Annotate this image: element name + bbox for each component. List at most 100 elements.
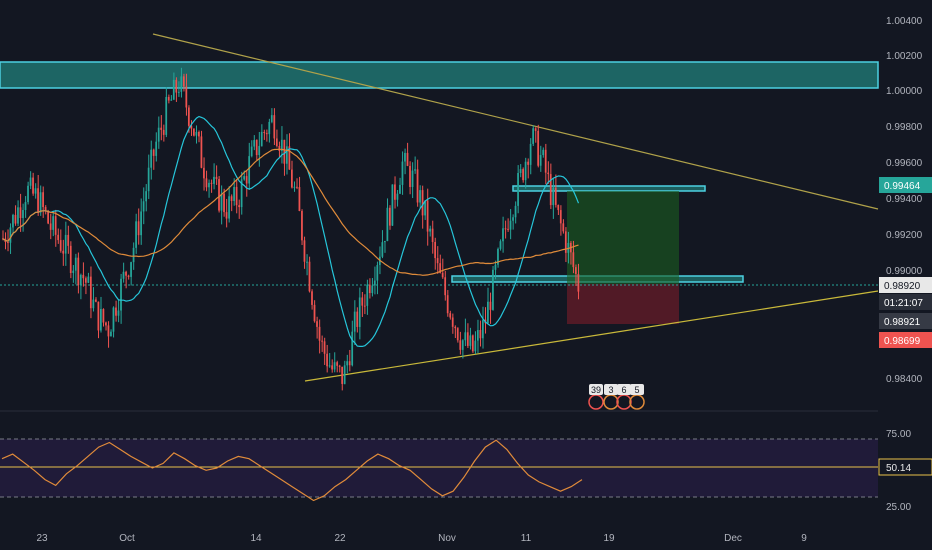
badge-box[interactable] <box>589 384 603 395</box>
candle-body <box>368 284 371 294</box>
price-tick-label: 0.99000 <box>886 266 923 277</box>
candle-body <box>44 207 47 212</box>
candle-body <box>210 182 213 184</box>
candle-body <box>411 170 414 188</box>
candle-body <box>363 305 366 307</box>
indicator-badges[interactable]: 39 3 6 5 <box>588 384 645 410</box>
upper-level[interactable] <box>512 185 706 192</box>
candle-body <box>268 121 271 135</box>
price-tick-label: 0.99200 <box>886 230 923 241</box>
candle-body <box>258 145 261 156</box>
candle-body <box>509 220 512 230</box>
candle-body <box>275 138 278 147</box>
candle-body <box>346 361 349 366</box>
candle-body <box>122 271 125 279</box>
candle-body <box>29 177 32 186</box>
candle-body <box>130 262 132 277</box>
candle-body <box>208 182 210 188</box>
candle-body <box>464 332 467 341</box>
lower-trendline[interactable] <box>304 290 879 382</box>
candle-body <box>404 152 406 162</box>
candle-body <box>444 277 447 296</box>
candle-body <box>27 185 29 203</box>
rsi-axis[interactable]: 75.00 25.00 50.14 <box>878 429 932 513</box>
candle-body <box>376 265 379 281</box>
ma-fast-line <box>2 115 580 347</box>
candle-body <box>165 96 168 135</box>
candle-body <box>39 192 42 213</box>
candle-body <box>97 301 100 331</box>
candle-body <box>572 252 575 268</box>
badge-box[interactable] <box>630 384 644 395</box>
time-tick-label: 19 <box>603 533 615 544</box>
candle-body <box>318 326 321 341</box>
candle-body <box>243 176 246 180</box>
candle-body <box>155 141 158 156</box>
badge-label: 3 <box>608 385 613 395</box>
price-tick-label: 0.99400 <box>886 194 923 205</box>
candle-body <box>37 188 39 213</box>
candle-body <box>100 309 102 331</box>
candle-body <box>487 301 489 324</box>
candle-body <box>72 270 75 273</box>
candle-body <box>497 248 499 265</box>
candle-body <box>233 186 235 201</box>
candle-body <box>92 299 95 309</box>
candle-body <box>64 234 67 254</box>
candle-body <box>291 169 293 188</box>
price-axis[interactable]: 1.00400 1.00200 1.00000 0.99800 0.99600 0.994… <box>886 16 923 385</box>
candle-body <box>489 301 492 310</box>
rsi-pane[interactable] <box>0 438 878 502</box>
badge-label: 6 <box>621 385 626 395</box>
candle-body <box>577 273 580 292</box>
candle-body <box>7 242 9 244</box>
candle-body <box>401 161 404 185</box>
rsi-current-tag <box>878 458 932 476</box>
candle-body <box>356 311 359 327</box>
candle-body <box>512 217 514 221</box>
candle-body <box>142 201 145 212</box>
candle-body <box>132 247 135 263</box>
candle-body <box>117 310 120 316</box>
resistance-zone[interactable] <box>0 61 879 89</box>
candle-body <box>406 152 409 166</box>
price-tag <box>879 294 932 310</box>
candle-body <box>436 258 439 264</box>
ma-slow-line <box>2 148 579 276</box>
candle-body <box>481 319 484 339</box>
candle-body <box>69 245 72 273</box>
stop-box[interactable] <box>567 284 679 324</box>
time-tick-label: Dec <box>724 533 742 544</box>
price-pane[interactable] <box>0 33 879 391</box>
candle-body <box>537 130 540 166</box>
target-box[interactable] <box>567 191 679 284</box>
rsi-tick-label: 25.00 <box>886 502 911 513</box>
candle-body <box>205 178 208 188</box>
candle-body <box>328 365 331 367</box>
candle-body <box>471 335 474 352</box>
candle-body <box>22 210 24 219</box>
time-tick-label: Nov <box>438 533 456 544</box>
candle-body <box>59 240 62 251</box>
upper-trendline[interactable] <box>152 33 879 210</box>
candle-body <box>301 210 303 241</box>
time-axis[interactable]: 23 Oct 14 22 Nov 11 19 Dec 9 <box>36 533 807 544</box>
trendlines[interactable] <box>152 33 879 382</box>
candle-body <box>323 341 326 354</box>
badge-box[interactable] <box>604 384 618 395</box>
candle-body <box>278 146 281 151</box>
candle-body <box>574 267 577 274</box>
candle-body <box>185 86 188 108</box>
candle-body <box>459 340 462 350</box>
candle-body <box>542 149 545 156</box>
badge-box[interactable] <box>617 384 631 395</box>
candle-body <box>311 291 313 305</box>
time-tick-label: 11 <box>521 533 532 544</box>
candle-body <box>84 278 87 283</box>
candle-body <box>218 179 220 211</box>
candle-body <box>527 161 529 165</box>
candle-body <box>198 131 200 137</box>
candle-body <box>439 263 442 273</box>
price-tag-label: 0.98921 <box>884 317 921 328</box>
